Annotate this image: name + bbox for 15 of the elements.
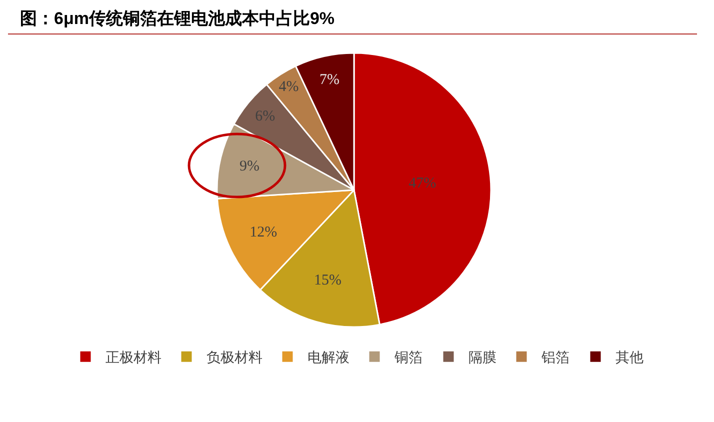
legend-label: 隔膜 — [468, 350, 496, 366]
data-label: 4% — [278, 79, 299, 96]
data-label: 6% — [255, 108, 276, 124]
legend-label: 铜箔 — [394, 350, 422, 366]
data-label: 7% — [319, 72, 340, 88]
data-label: 9% — [239, 158, 260, 175]
chart-title: 图：6μm传统铜箔在锂电池成本中占比9% — [20, 8, 335, 28]
data-label: 15% — [314, 272, 342, 288]
legend-label: 其他 — [616, 350, 644, 366]
data-label: 47% — [408, 176, 436, 192]
data-label: 12% — [250, 224, 278, 241]
legend-label: 正极材料 — [106, 350, 162, 366]
legend-label: 电解液 — [308, 350, 350, 366]
legend-label: 负极材料 — [206, 350, 262, 366]
legend-label: 铝箔 — [540, 350, 570, 366]
